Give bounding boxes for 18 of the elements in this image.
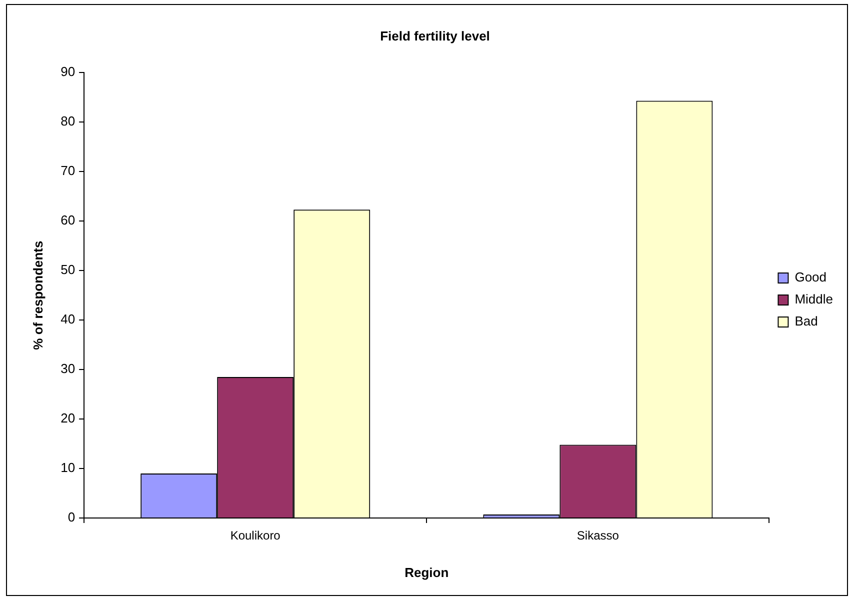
y-tick-label: 80 [60,114,76,129]
x-axis-title: Region [404,564,449,580]
y-tick-label: 50 [60,262,76,278]
y-tick-label: 90 [60,64,76,80]
y-tick-label: 0 [68,510,76,525]
legend-label: Good [794,270,827,285]
y-tick-label: 10 [60,460,76,476]
y-tick-label: 60 [60,212,76,228]
chart-title: Field fertility level [380,28,490,44]
legend-label: Middle [794,292,833,307]
x-tick-label: Sikasso [576,528,620,543]
y-axis-title: % of respondents [30,240,46,350]
y-tick-label: 70 [60,163,76,178]
x-tick-label: Koulikoro [230,528,281,543]
y-tick-label: 20 [60,410,76,426]
y-tick-label: 40 [60,312,76,327]
legend-label: Bad [794,314,818,329]
y-tick-label: 30 [60,361,76,376]
